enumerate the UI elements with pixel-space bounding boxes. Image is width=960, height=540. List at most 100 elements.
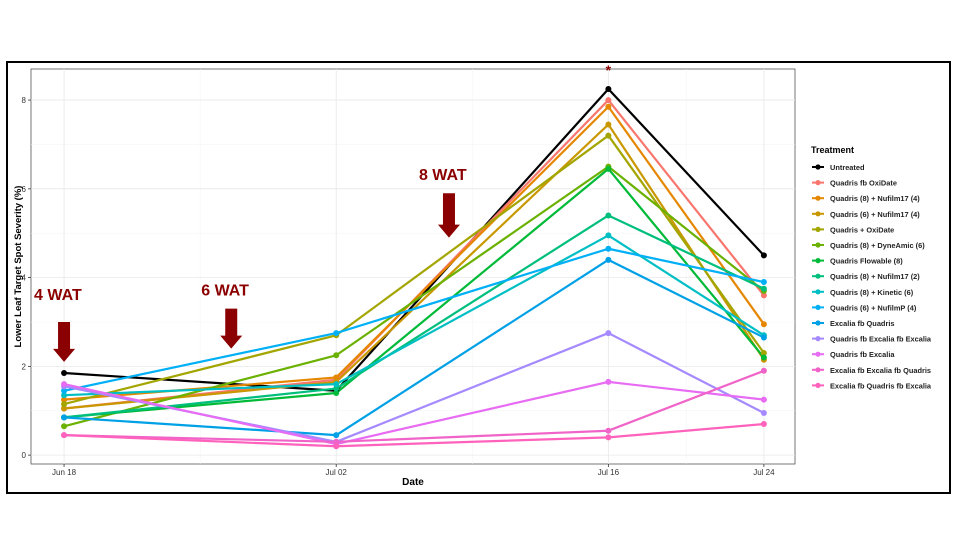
legend: Treatment Untreated Quadris fb OxiDate Quad… [811, 145, 932, 390]
legend-label: Excalia fb Quadris fb Excalia [830, 381, 932, 390]
data-point [760, 409, 767, 416]
data-point [605, 378, 612, 385]
legend-label: Excalia fb Quadris [830, 319, 895, 328]
down-arrow-icon [220, 308, 243, 349]
data-point [333, 330, 340, 337]
data-point [605, 427, 612, 434]
data-point [760, 292, 767, 299]
legend-swatch-point [815, 242, 821, 248]
annotation-label: 8 WAT [419, 167, 467, 184]
legend-label: Quadris fb OxiDate [830, 179, 897, 188]
annotation-label: 6 WAT [201, 282, 249, 299]
series-line [63, 98, 765, 410]
axes: 0 2 4 6 8 Jun 18 Jul 02 Jul 16 Jul 24 [22, 96, 776, 477]
legend-label: Quadris Flowable (8) [830, 257, 903, 266]
legend-swatch-point [815, 226, 821, 232]
legend-swatch-point [815, 367, 821, 373]
data-point [760, 334, 767, 341]
legend-swatch-point [815, 164, 821, 170]
series-line [63, 134, 765, 406]
legend-swatch-point [815, 351, 821, 357]
series-line [64, 234, 765, 397]
significance-asterisk: * [606, 62, 612, 78]
data-point [760, 396, 767, 403]
data-point [760, 421, 767, 428]
data-point [760, 350, 767, 357]
data-point [61, 392, 68, 399]
data-point [61, 396, 68, 403]
y-tick-label: 6 [22, 185, 27, 194]
series-line [63, 258, 765, 437]
legend-label: Untreated [830, 163, 865, 172]
data-point [605, 132, 612, 139]
data-point [333, 352, 340, 359]
data-point [760, 252, 767, 259]
annotation-label: 4 WAT [34, 287, 82, 304]
annotations: 4 WAT 6 WAT 8 WAT * [34, 62, 612, 362]
series-line [63, 214, 765, 419]
data-point [605, 85, 612, 92]
data-point [605, 256, 612, 263]
data-point [333, 389, 340, 396]
data-point [605, 434, 612, 441]
legend-label: Quadris (8) + Nufilm17 (2) [830, 272, 920, 281]
data-point [760, 321, 767, 328]
legend-label: Quadris fb Excalia [830, 350, 895, 359]
legend-label: Quadris (8) + Kinetic (6) [830, 288, 914, 297]
data-point [61, 370, 68, 377]
legend-swatch-point [815, 304, 821, 310]
legend-swatch-point [815, 289, 821, 295]
data-point [333, 443, 340, 450]
legend-label: Excalia fb Excalia fb Quadris [830, 366, 931, 375]
x-axis-label: Date [402, 477, 424, 488]
legend-swatch-point [815, 195, 821, 201]
data-point [605, 212, 612, 219]
data-point [61, 432, 68, 439]
series-line [63, 247, 765, 392]
data-point [61, 401, 68, 408]
data-point [760, 354, 767, 361]
data-point [605, 245, 612, 252]
data-point [61, 381, 68, 388]
legend-title: Treatment [811, 145, 854, 155]
y-axis-label: Lower Leaf Target Spot Severity (%) [13, 186, 24, 348]
down-arrow-icon [437, 193, 460, 238]
legend-label: Quadris (8) + DyneAmic (6) [830, 241, 925, 250]
legend-label: Quadris (6) + Nufilm17 (4) [830, 210, 920, 219]
data-point [333, 385, 340, 392]
x-tick-label: Jul 16 [598, 468, 620, 477]
series-line [63, 123, 765, 410]
legend-label: Quadris + OxiDate [830, 225, 894, 234]
legend-swatch-point [815, 336, 821, 342]
legend-label: Quadris fb Excalia fb Excalia [830, 335, 932, 344]
series-line [63, 380, 765, 446]
down-arrow-icon [53, 321, 76, 362]
data-point [333, 374, 340, 381]
data-point [760, 367, 767, 374]
legend-swatch-point [815, 258, 821, 264]
data-point [605, 97, 612, 104]
series-layer [61, 85, 767, 450]
data-point [760, 285, 767, 292]
data-point [333, 438, 340, 445]
series-line [64, 422, 764, 448]
x-tick-label: Jul 02 [326, 468, 348, 477]
legend-swatch-point [815, 180, 821, 186]
data-point [333, 381, 340, 388]
data-point [61, 405, 68, 412]
legend-label: Quadris (8) + Nufilm17 (4) [830, 194, 920, 203]
data-point [333, 432, 340, 439]
series-line [63, 105, 765, 401]
data-point [605, 121, 612, 128]
data-point [760, 279, 767, 286]
legend-swatch-point [815, 320, 821, 326]
x-tick-label: Jun 18 [52, 468, 77, 477]
series-line [63, 165, 765, 428]
series-line [64, 369, 765, 443]
y-tick-label: 4 [22, 274, 27, 283]
series-line [63, 167, 765, 419]
y-tick-label: 2 [22, 362, 27, 371]
data-point [605, 330, 612, 337]
data-point [605, 165, 612, 172]
